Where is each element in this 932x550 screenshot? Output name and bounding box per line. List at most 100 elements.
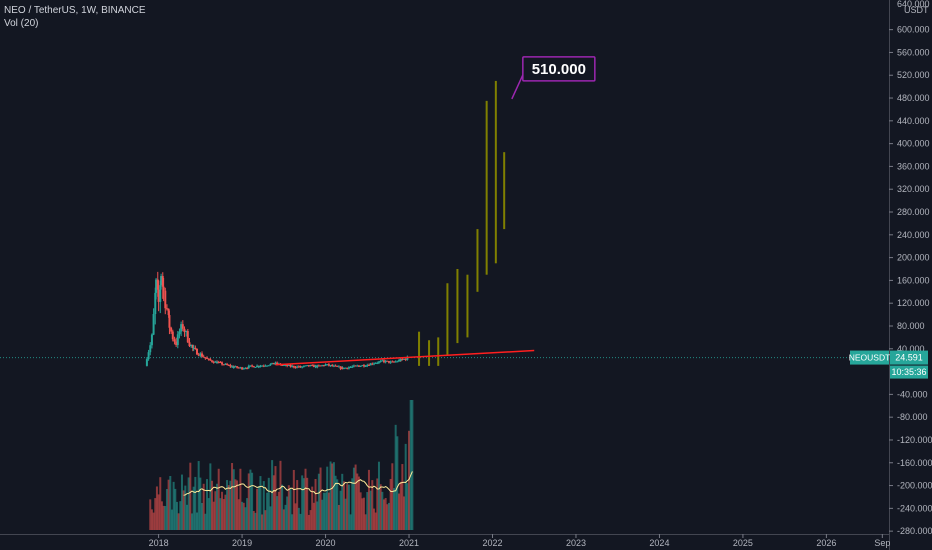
candle-body — [314, 365, 317, 368]
candle-body — [309, 365, 312, 367]
volume-bar — [207, 498, 210, 530]
candle-body — [159, 285, 162, 302]
volume-bar — [206, 479, 209, 530]
candle-body — [342, 367, 345, 369]
candle-body — [226, 363, 229, 365]
volume-bar — [232, 469, 235, 530]
candle-body — [398, 360, 401, 362]
symbol-title[interactable]: NEO / TetherUS, 1W, BINANCE — [4, 5, 146, 16]
volume-bar — [399, 481, 402, 530]
volume-bar — [155, 486, 158, 530]
volume-bar — [366, 492, 369, 530]
candle-body — [369, 363, 372, 366]
candle-body — [185, 331, 188, 333]
candle-body — [183, 328, 186, 333]
candle-body — [181, 324, 184, 329]
volume-bar — [262, 481, 265, 530]
candle-body — [237, 367, 240, 369]
candle-body — [301, 366, 304, 368]
candle-body — [162, 286, 165, 291]
candle-body — [351, 366, 354, 368]
candle-body — [161, 276, 164, 287]
candle-body — [175, 341, 178, 345]
candle-body — [284, 364, 287, 366]
y-tick-label: -240.000 — [897, 503, 932, 513]
volume-bar — [394, 424, 397, 530]
x-tick-label: 2018 — [149, 538, 169, 548]
y-tick-label: 560.000 — [897, 47, 930, 57]
candle-body — [399, 358, 402, 361]
y-tick-label: 520.000 — [897, 70, 930, 80]
x-tick-label: 2025 — [733, 538, 753, 548]
volume-bar — [282, 509, 285, 530]
volume-bar — [204, 513, 207, 530]
projection-bars — [418, 80, 506, 366]
volume-bar — [227, 485, 230, 530]
volume-bar — [180, 474, 183, 530]
candle-body — [359, 365, 362, 367]
volume-bar — [337, 504, 340, 530]
y-tick-label: 360.000 — [897, 161, 930, 171]
candle-body — [364, 366, 367, 368]
volume-bar — [216, 483, 219, 530]
candle-body — [357, 365, 360, 367]
candle-body — [389, 361, 392, 363]
candle-body — [261, 365, 264, 367]
candle-body — [214, 361, 217, 363]
candle-body — [271, 362, 274, 364]
candle-body — [276, 362, 279, 365]
last-price-badge — [890, 350, 928, 365]
x-tick-label: 2024 — [649, 538, 669, 548]
volume-bar — [172, 481, 175, 530]
y-tick-label: 480.000 — [897, 93, 930, 103]
volume-bar — [367, 469, 370, 530]
last-price-text: 24.591 — [895, 353, 923, 363]
x-tick-label: Sep — [874, 538, 890, 548]
volume-bar — [167, 479, 170, 530]
candle-body — [154, 292, 157, 315]
candle-body — [376, 362, 379, 364]
candle-body — [204, 357, 207, 359]
y-tick-label: 280.000 — [897, 207, 930, 217]
candle-body — [145, 359, 148, 366]
candle-body — [387, 360, 390, 363]
volume-bar — [322, 492, 325, 530]
volume-bar — [291, 514, 294, 530]
x-tick-label: 2021 — [399, 538, 419, 548]
candle-body — [381, 360, 384, 362]
candle-body — [236, 366, 239, 368]
volume-bar — [391, 463, 394, 530]
symbol-badge — [850, 350, 889, 365]
callout-pointer — [511, 74, 524, 100]
candle-body — [291, 365, 294, 367]
volume-bar — [331, 463, 334, 530]
volume-indicator-label[interactable]: Vol (20) — [4, 18, 39, 29]
candle-body — [217, 362, 220, 364]
candle-body — [201, 353, 204, 357]
candle-body — [362, 365, 365, 367]
volume-bar — [257, 486, 260, 530]
volume-bar — [195, 512, 198, 530]
candle-body — [249, 365, 252, 367]
volume-bar — [352, 467, 355, 530]
candle-body — [374, 362, 377, 364]
candle-body — [346, 367, 349, 369]
candle-body — [367, 364, 370, 366]
candle-body — [307, 365, 310, 367]
volume-bar — [222, 499, 225, 530]
volume-bar — [342, 481, 345, 530]
countdown-text: 10:35:36 — [891, 367, 926, 377]
candle-body — [341, 367, 344, 369]
y-tick-label: 40.000 — [897, 344, 925, 354]
candle-body — [242, 368, 245, 370]
volume-bar — [364, 514, 367, 530]
drawings[interactable]: 510.000 — [275, 56, 596, 366]
volume-bar — [187, 477, 190, 530]
volume-bar — [411, 400, 414, 530]
candle-body — [212, 361, 215, 363]
volume-bar — [286, 496, 289, 530]
candle-body — [165, 308, 168, 310]
volume-pane — [149, 400, 414, 530]
